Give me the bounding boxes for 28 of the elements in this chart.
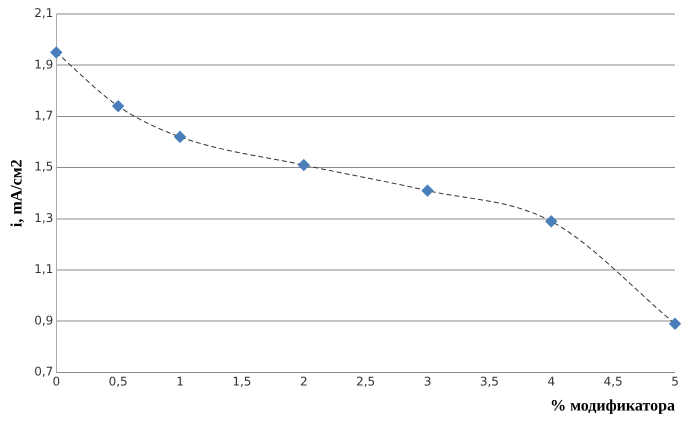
y-tick-label: 1,5 [34,160,54,174]
x-tick-label: 3,5 [480,374,499,389]
x-tick-label: 3 [424,374,432,389]
x-tick-label: 0,5 [108,374,128,389]
point [112,100,124,112]
y-tick-label: 0,9 [34,313,54,328]
x-tick-label: 1,5 [232,374,252,389]
point [669,318,681,330]
point [298,159,310,172]
x-tick-label: 4 [547,374,556,389]
x-tick-label: 2 [300,374,308,389]
x-axis-title: % модификатора [550,398,675,415]
point [545,215,558,228]
y-tick-label: 1,7 [34,108,54,123]
y-tick-label: 1,9 [34,57,54,72]
y-tick-label: 2,1 [34,6,54,20]
x-tick-label: 1 [176,374,184,389]
y-axis-title: i, mA/см2 [8,159,26,228]
y-tick-label: 0,7 [34,364,54,379]
y-tick-label: 1,3 [34,210,54,225]
x-tick-label: 5 [671,374,679,389]
point [50,46,62,58]
y-tick-label: 1,1 [34,262,54,276]
point [174,130,186,143]
x-tick-label: 2,5 [356,374,376,389]
x-tick-label: 0 [52,374,60,389]
x-tick-label: 4,5 [604,374,623,389]
point [422,184,434,197]
